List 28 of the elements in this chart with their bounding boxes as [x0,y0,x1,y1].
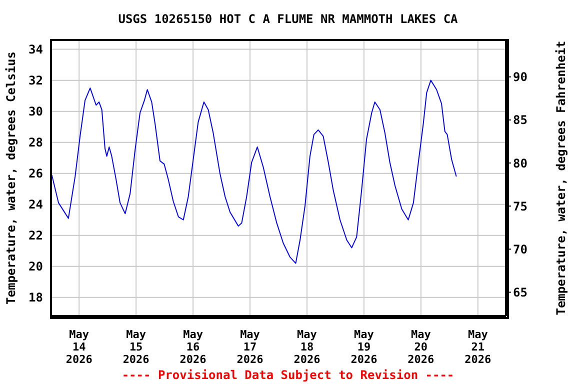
chart-title: USGS 10265150 HOT C A FLUME NR MAMMOTH LAKES CA [117,12,459,26]
y2-axis-title: Temperature, water, degrees Fahrenheit [554,40,568,316]
x-tick-label: May 16 2026 [180,328,207,366]
y2-tick-label: 85 [513,113,528,128]
x-tick-label: May 19 2026 [350,328,378,366]
y-tick-label: 22 [28,228,43,243]
x-tick-label: May 14 2026 [66,328,93,366]
y2-tick-label: 75 [513,199,528,214]
y-tick-label: 32 [28,74,43,88]
y-tick-label: 34 [28,42,43,57]
y-tick-label: 24 [28,198,43,212]
text: ---- Provisional Data Subject to Revision ---- [120,368,456,382]
y2-tick-label: 70 [513,242,528,256]
x-tick-label: May 21 2026 [464,328,492,366]
y2-tick-label: 80 [513,156,528,170]
y-tick-label: 20 [28,260,43,274]
x-tick-label: May 17 2026 [236,328,264,366]
y2-tick-label: 65 [513,285,528,300]
line-series [51,80,457,264]
y-tick-label: 18 [28,290,43,305]
x-tick-label: May 15 2026 [122,328,150,366]
y-tick-label: 26 [28,166,43,181]
y-axis-title: Temperature, water, degrees Celsius [4,52,18,304]
y-tick-label: 30 [28,104,43,119]
x-tick-label: May 20 2026 [408,328,435,366]
y-tick-label: 28 [28,136,43,150]
x-tick-label: May 18 2026 [294,328,321,366]
y2-tick-label: 90 [513,70,528,84]
